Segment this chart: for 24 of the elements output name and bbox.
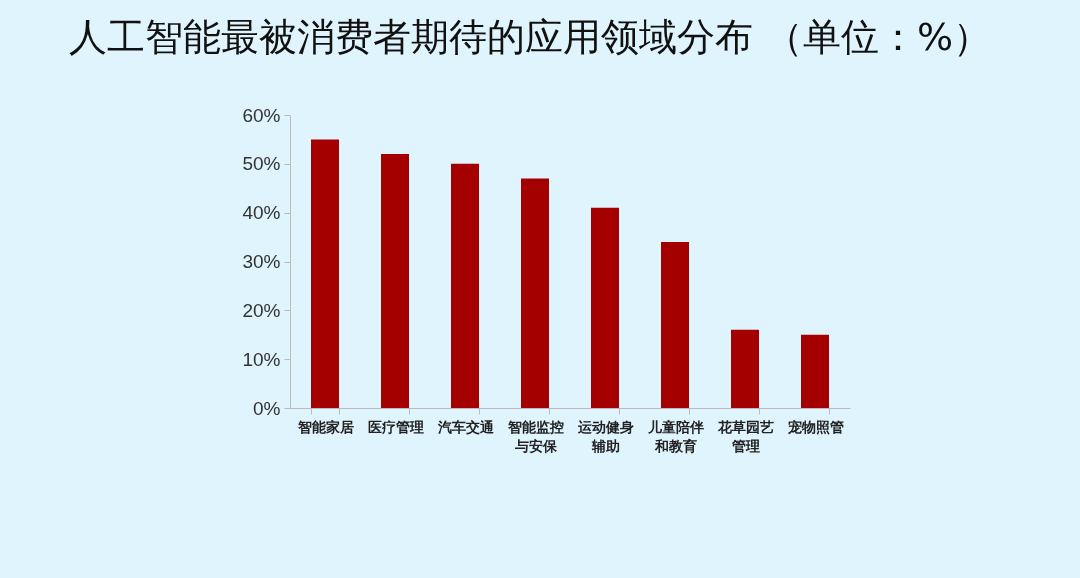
x-tick-label: 汽车交通 <box>436 418 495 435</box>
y-tick-label: 30% <box>242 251 281 272</box>
y-tick-label: 40% <box>242 202 281 224</box>
y-tick-label: 0% <box>253 397 281 419</box>
x-tick-label: 智能监控与安保 <box>506 418 564 454</box>
x-tick-label: 宠物照管 <box>786 418 844 435</box>
x-tick-label: 智能家居 <box>296 418 354 435</box>
y-tick-label: 20% <box>242 299 281 321</box>
bar <box>381 154 409 408</box>
bar <box>661 241 689 408</box>
chart-title: 人工智能最被消费者期待的应用领域分布 （单位：%） <box>68 15 992 59</box>
bar <box>521 178 549 408</box>
y-tick-label: 60% <box>242 104 281 126</box>
bar <box>731 329 759 408</box>
x-tick-label: 儿童陪伴和教育 <box>646 418 704 454</box>
y-tick-label: 10% <box>242 348 281 370</box>
x-tick-label: 医疗管理 <box>367 418 424 435</box>
bar <box>311 139 339 408</box>
bar <box>451 163 479 408</box>
x-tick-label: 运动健身辅助 <box>576 418 634 454</box>
bar <box>801 334 829 408</box>
y-tick-label: 50% <box>242 153 281 175</box>
bar <box>591 207 619 408</box>
x-tick-label: 花草园艺管理 <box>716 418 774 454</box>
